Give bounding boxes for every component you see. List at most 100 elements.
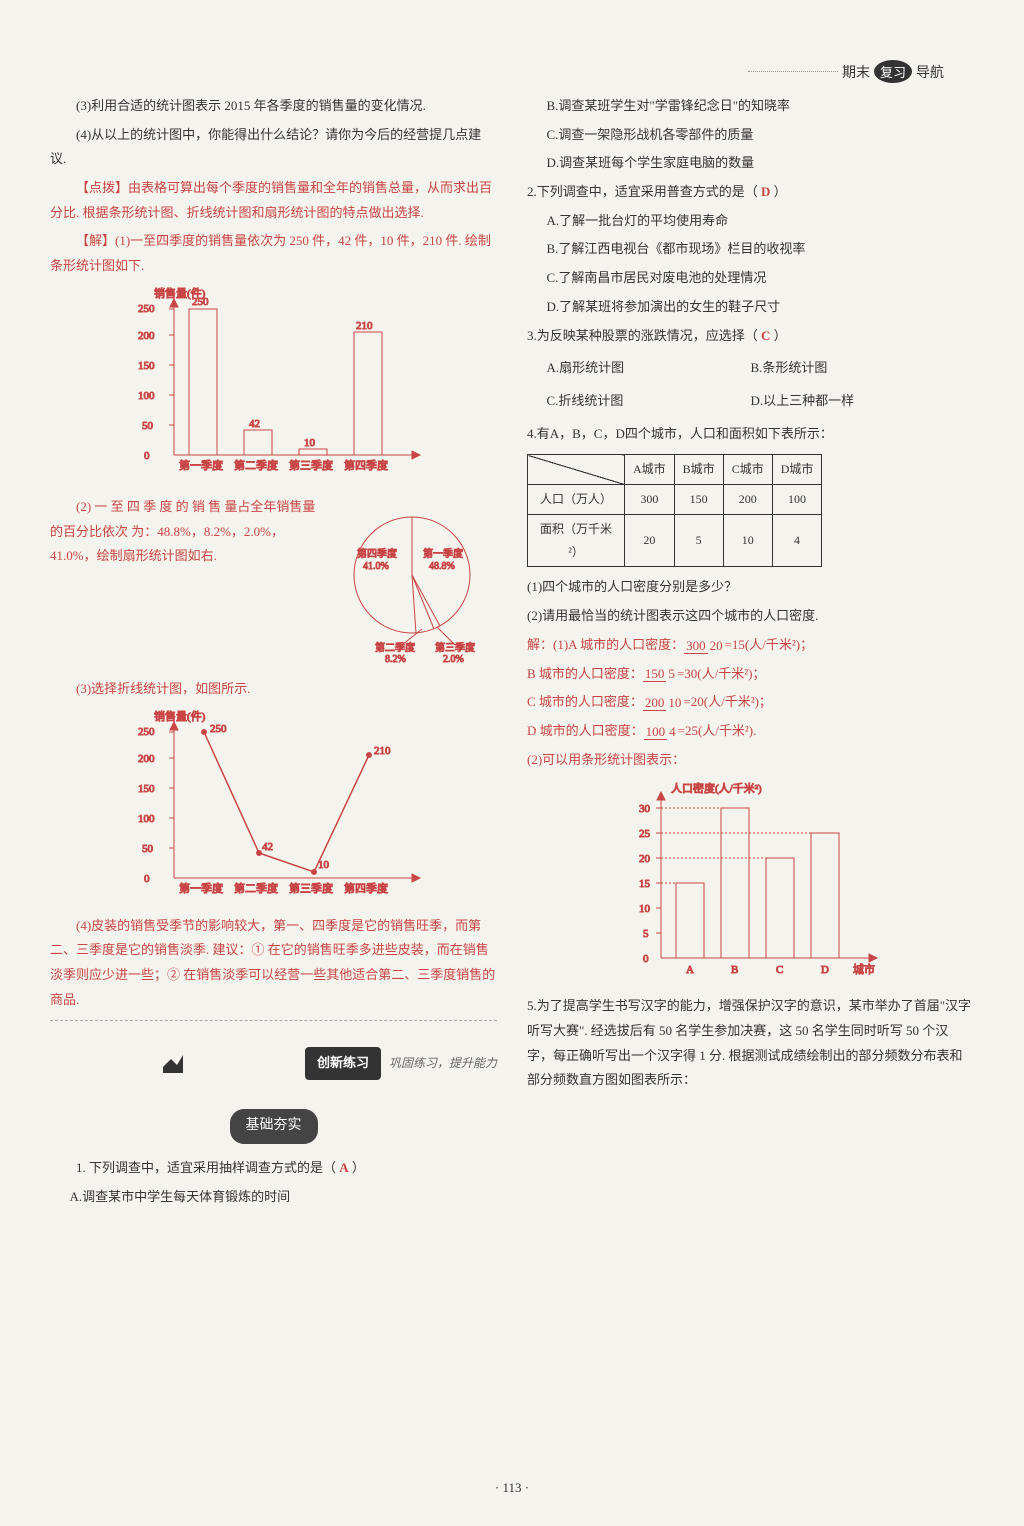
mc1-opt-c: C.调查一架隐形战机各零部件的质量: [527, 123, 974, 148]
q5-text: 5.为了提高学生书写汉字的能力，增强保护汉字的意识，某市举办了首届"汉字听写大赛…: [527, 994, 974, 1093]
dashed-divider: [50, 1020, 497, 1021]
svg-text:第一季度: 第一季度: [423, 547, 463, 560]
svg-text:50: 50: [142, 843, 154, 855]
svg-text:第二季度: 第二季度: [375, 641, 415, 654]
svg-text:150: 150: [138, 360, 155, 372]
mc1-opt-b: B.调查某班学生对"学雷锋纪念日"的知晓率: [527, 94, 974, 119]
svg-text:200: 200: [138, 753, 155, 765]
header-badge: 复习: [874, 60, 912, 83]
svg-text:10: 10: [318, 859, 330, 871]
right-column: B.调查某班学生对"学雷锋纪念日"的知晓率 C.调查一架隐形战机各零部件的质量 …: [527, 90, 974, 1213]
svg-text:C: C: [776, 964, 783, 976]
svg-text:30: 30: [639, 803, 651, 815]
pill-wrap: 基础夯实: [50, 1095, 497, 1152]
svg-text:48.8%: 48.8%: [429, 561, 455, 572]
sol4-text: (4)皮装的销售受季节的影响较大，第一、四季度是它的销售旺季，而第二、三季度是它…: [50, 914, 497, 1013]
svg-text:A: A: [686, 964, 694, 976]
svg-text:25: 25: [639, 828, 651, 840]
section-header: 创新练习 巩固练习，提升能力: [50, 1041, 497, 1085]
svg-text:20: 20: [639, 853, 651, 865]
mc2-stem: 2.下列调查中，适宜采用普查方式的是（ D ）: [527, 180, 974, 205]
section-subtitle: 巩固练习，提升能力: [389, 1052, 497, 1075]
svg-text:15: 15: [639, 878, 651, 890]
mc3-opt-d: D.以上三种都一样: [751, 389, 975, 414]
svg-text:210: 210: [374, 745, 391, 757]
svg-text:城市: 城市: [853, 962, 875, 976]
svg-text:第四季度: 第四季度: [357, 547, 397, 560]
svg-text:2.0%: 2.0%: [443, 654, 464, 665]
svg-text:第二季度: 第二季度: [234, 881, 278, 895]
page-number: · 113 ·: [0, 1480, 1024, 1496]
svg-text:第三季度: 第三季度: [289, 881, 333, 895]
sol2-text: (2) 一 至 四 季 度 的 销 售 量占全年销售量的百分比依次 为：48.8…: [50, 495, 319, 569]
svg-text:第三季度: 第三季度: [435, 641, 475, 654]
sol-a: 解：(1)A 城市的人口密度：30020=15(人/千米²)；: [527, 633, 974, 658]
svg-text:100: 100: [138, 813, 155, 825]
svg-text:0: 0: [144, 873, 150, 885]
q4-sub2: (2)请用最恰当的统计图表示这四个城市的人口密度.: [527, 604, 974, 629]
bar-chart-density: 人口密度(人/千米²) 0510 15202530 A: [601, 778, 901, 988]
mc3-opt-a: A.扇形统计图: [527, 356, 751, 381]
sol2-row: (2) 一 至 四 季 度 的 销 售 量占全年销售量的百分比依次 为：48.8…: [50, 491, 497, 673]
hand-icon: [157, 1047, 189, 1079]
svg-text:第一季度: 第一季度: [179, 881, 223, 895]
mc3-row2: C.折线统计图 D.以上三种都一样: [527, 385, 974, 418]
sol-d: D 城市的人口密度：1004=25(人/千米²).: [527, 719, 974, 744]
city-table: A城市B城市C城市D城市 人口（万人）300150200100 面积（万千米²）…: [527, 454, 822, 567]
mc2-opt-d: D.了解某班将参加演出的女生的鞋子尺寸: [527, 295, 974, 320]
svg-text:B: B: [731, 964, 738, 976]
svg-text:210: 210: [356, 320, 373, 332]
svg-text:42: 42: [249, 418, 260, 430]
svg-text:100: 100: [138, 390, 155, 402]
svg-text:150: 150: [138, 783, 155, 795]
line-chart-sales: 销售量(件) 050100 150200250 25042 10210 第一季度…: [124, 708, 424, 908]
header-text-2: 导航: [916, 62, 944, 82]
q4-stem: 4.有A，B，C，D四个城市，人口和面积如下表所示：: [527, 422, 974, 447]
svg-text:250: 250: [138, 303, 155, 315]
q3-text: (3)利用合适的统计图表示 2015 年各季度的销售量的变化情况.: [50, 94, 497, 119]
columns: (3)利用合适的统计图表示 2015 年各季度的销售量的变化情况. (4)从以上…: [50, 90, 974, 1213]
svg-text:0: 0: [144, 450, 150, 462]
header-text-1: 期末: [842, 62, 870, 82]
hint-text: 【点拨】由表格可算出每个季度的销售量和全年的销售总量，从而求出百分比. 根据条形…: [50, 176, 497, 225]
mc2-answer: D: [761, 184, 770, 199]
sol3-text: (3)选择折线统计图，如图所示.: [50, 677, 497, 702]
sol-c: C 城市的人口密度：20010=20(人/千米²)；: [527, 690, 974, 715]
page-header: 期末 复习 导航: [748, 60, 944, 83]
bar-chart-sales: 销售量(件) 050100 150200250 250 42 10 210 第一…: [124, 285, 424, 485]
page: 期末 复习 导航 (3)利用合适的统计图表示 2015 年各季度的销售量的变化情…: [0, 0, 1024, 1526]
q4-sub1: (1)四个城市的人口密度分别是多少？: [527, 575, 974, 600]
svg-text:5: 5: [643, 928, 649, 940]
mc3-answer: C: [761, 328, 770, 343]
left-column: (3)利用合适的统计图表示 2015 年各季度的销售量的变化情况. (4)从以上…: [50, 90, 497, 1213]
svg-text:42: 42: [262, 841, 273, 853]
svg-text:第四季度: 第四季度: [344, 881, 388, 895]
section-title: 创新练习: [305, 1047, 381, 1080]
svg-text:250: 250: [192, 296, 209, 308]
mc2-opt-a: A.了解一批台灯的平均使用寿命: [527, 209, 974, 234]
svg-text:第四季度: 第四季度: [344, 458, 388, 472]
density-title: 人口密度(人/千米²): [671, 781, 762, 795]
mc1-opt-a: A.调查某市中学生每天体育锻炼的时间: [50, 1185, 497, 1210]
svg-text:10: 10: [639, 903, 651, 915]
mc2-opt-b: B.了解江西电视台《都市现场》栏目的收视率: [527, 237, 974, 262]
q4-text: (4)从以上的统计图中，你能得出什么结论？请你为今后的经营提几点建议.: [50, 123, 497, 172]
mc3-opt-b: B.条形统计图: [751, 356, 975, 381]
svg-text:第三季度: 第三季度: [289, 458, 333, 472]
svg-text:8.2%: 8.2%: [385, 654, 406, 665]
sol-s2: (2)可以用条形统计图表示：: [527, 748, 974, 773]
mc3-stem: 3.为反映某种股票的涨跌情况，应选择（ C ）: [527, 324, 974, 349]
mc1-answer: A: [339, 1160, 348, 1175]
pill-label: 基础夯实: [230, 1109, 318, 1144]
mc1-opt-d: D.调查某班每个学生家庭电脑的数量: [527, 151, 974, 176]
svg-text:50: 50: [142, 420, 154, 432]
sol-b: B 城市的人口密度：1505=30(人/千米²)；: [527, 662, 974, 687]
mc3-row1: A.扇形统计图 B.条形统计图: [527, 352, 974, 385]
mc3-opt-c: C.折线统计图: [527, 389, 751, 414]
sol1-text: 【解】(1)一至四季度的销售量依次为 250 件，42 件，10 件，210 件…: [50, 229, 497, 278]
header-rule: [748, 71, 838, 72]
svg-text:10: 10: [304, 437, 316, 449]
svg-text:250: 250: [138, 726, 155, 738]
svg-text:第一季度: 第一季度: [179, 458, 223, 472]
svg-text:250: 250: [210, 723, 227, 735]
